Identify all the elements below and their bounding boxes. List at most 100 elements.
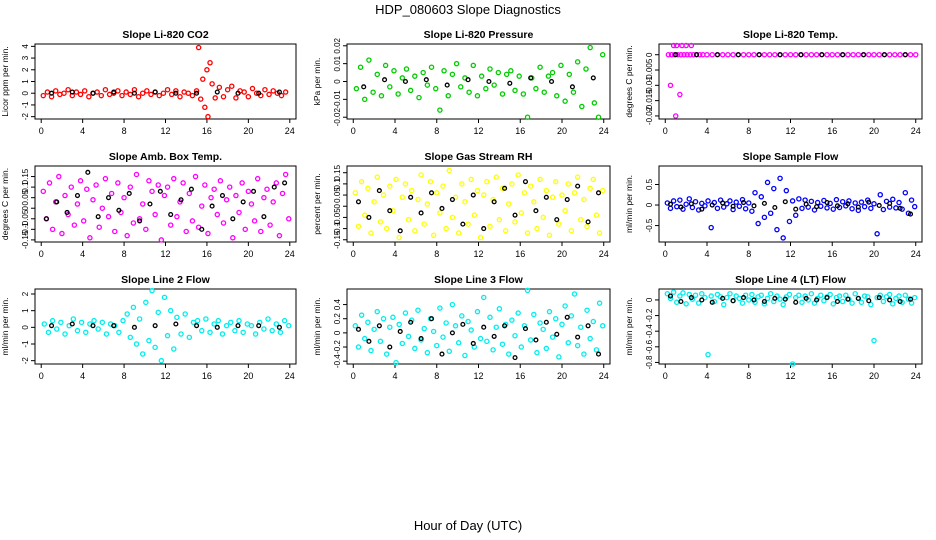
data-point [531, 199, 537, 205]
data-point [73, 89, 80, 95]
data-point [430, 328, 437, 335]
data-point [399, 75, 406, 81]
y-tick-label: -0.02 [333, 108, 342, 127]
data-point [459, 181, 465, 187]
data-point [534, 225, 540, 232]
data-point [462, 199, 468, 205]
data-point [861, 293, 868, 299]
data-point [215, 317, 222, 324]
data-point [152, 323, 158, 329]
data-point [115, 88, 121, 94]
data-point [74, 327, 81, 334]
data-point [749, 291, 755, 298]
data-point [64, 209, 70, 215]
x-tick-label: 4 [80, 371, 85, 381]
data-point [740, 51, 747, 58]
y-tick-label: -0.05 [21, 209, 30, 228]
data-point [527, 337, 534, 343]
data-point [352, 323, 359, 329]
plot-frame [658, 165, 923, 243]
data-point [139, 201, 146, 207]
data-point [256, 90, 262, 96]
data-point [861, 203, 868, 210]
data-point [739, 196, 746, 203]
data-point [387, 344, 393, 350]
data-point [208, 194, 214, 201]
series-average [49, 321, 282, 330]
data-point [168, 91, 175, 98]
data-point [474, 308, 481, 315]
data-point [736, 203, 743, 210]
data-point [143, 299, 149, 306]
data-point [52, 88, 59, 94]
data-point [546, 232, 553, 239]
data-point [69, 321, 75, 327]
y-tick-label: 0 [645, 52, 654, 57]
data-point [41, 321, 48, 327]
x-tick-label: 24 [285, 126, 295, 136]
data-point [273, 180, 280, 186]
data-point [251, 218, 258, 224]
data-point [596, 300, 603, 306]
data-point [393, 176, 399, 183]
data-point [148, 91, 154, 98]
data-point [496, 306, 503, 312]
data-point [758, 194, 765, 200]
data-point [266, 91, 272, 98]
data-point [677, 197, 683, 203]
data-point [702, 203, 708, 209]
data-point [355, 344, 362, 350]
data-point [174, 213, 180, 220]
chart-title: Slope Amb. Box Temp. [109, 151, 222, 163]
data-point [849, 205, 855, 212]
data-point [446, 167, 453, 174]
data-point [751, 51, 757, 58]
data-point [480, 294, 487, 301]
data-point [667, 205, 674, 212]
y-axis-label: degrees C per min. [0, 168, 10, 240]
data-point [474, 187, 481, 194]
x-tick-label: 24 [599, 371, 609, 381]
data-point [796, 292, 802, 298]
data-point [396, 321, 402, 328]
data-point [761, 298, 767, 305]
data-point [223, 197, 230, 203]
data-point [397, 228, 403, 234]
data-point [402, 78, 408, 85]
data-point [495, 69, 502, 76]
data-point [68, 184, 75, 190]
x-axis-title: Hour of Day (UTC) [413, 518, 523, 533]
data-point [111, 323, 117, 329]
data-point [556, 221, 562, 227]
chart-panel-4: Slope Amb. Box Temp. degrees C per min. 0 4… [0, 151, 297, 259]
data-point [421, 325, 427, 332]
data-point [483, 85, 489, 92]
data-point [366, 57, 372, 63]
data-point [43, 216, 49, 222]
data-point [245, 93, 252, 100]
data-point [520, 91, 527, 97]
data-point [261, 194, 267, 201]
data-point [552, 315, 559, 322]
data-point [533, 337, 539, 343]
data-point [487, 314, 493, 321]
data-point [374, 71, 381, 78]
data-point [708, 293, 714, 299]
data-point [103, 331, 110, 337]
chart-title: Slope Line 2 Flow [121, 274, 211, 286]
data-point [471, 212, 478, 218]
data-point [871, 201, 877, 207]
data-point [173, 90, 179, 96]
series-slope [665, 42, 919, 119]
data-point [270, 88, 276, 94]
data-point [587, 44, 593, 51]
data-point [827, 291, 833, 298]
data-point [533, 85, 539, 92]
data-point [534, 349, 540, 356]
data-point [897, 205, 903, 211]
data-point [714, 52, 720, 58]
data-point [709, 51, 715, 58]
data-point [512, 332, 518, 339]
data-point [509, 181, 515, 187]
data-point [105, 213, 112, 220]
